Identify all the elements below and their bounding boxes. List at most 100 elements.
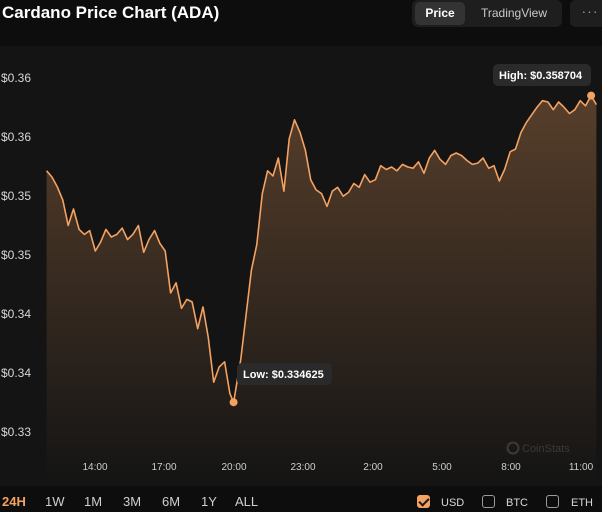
range-tab-3m[interactable]: 3M	[123, 494, 142, 509]
price-point	[482, 157, 485, 160]
price-point	[153, 229, 156, 232]
range-tab-6m[interactable]: 6M	[162, 494, 181, 509]
price-point	[401, 163, 404, 166]
tab-tradingview[interactable]: TradingView	[480, 6, 548, 20]
tab-price[interactable]: Price	[415, 2, 465, 25]
price-point	[579, 99, 582, 102]
price-point	[514, 148, 517, 151]
price-point	[261, 192, 264, 195]
price-point	[245, 313, 248, 316]
price-point	[212, 381, 215, 384]
y-tick-label: $0.36	[1, 71, 31, 85]
currency-usd[interactable]: USD	[417, 494, 467, 510]
price-point	[562, 106, 565, 109]
price-point	[277, 157, 280, 160]
price-point	[363, 173, 366, 176]
price-point	[315, 188, 318, 191]
price-point	[525, 121, 528, 124]
price-point	[299, 131, 302, 134]
price-point	[568, 112, 571, 115]
y-tick-label: $0.34	[1, 366, 31, 380]
price-chart: $0.36$0.36$0.35$0.35$0.34$0.34$0.33 14:0…	[1, 64, 598, 486]
price-point	[455, 152, 458, 155]
coinstats-logo-icon	[506, 441, 520, 455]
price-point	[202, 306, 205, 309]
price-point	[115, 233, 118, 236]
footer: 24H 1W 1M 3M 6M 1Y ALL USD BTC ETH	[0, 486, 602, 512]
price-point	[158, 242, 161, 245]
price-point	[331, 190, 334, 193]
usd-checkbox[interactable]	[417, 495, 430, 508]
price-point	[191, 300, 194, 303]
currency-btc[interactable]: BTC	[482, 494, 532, 510]
price-point	[51, 176, 54, 179]
price-point	[239, 358, 242, 361]
btc-label: BTC	[506, 497, 528, 509]
price-point	[417, 160, 420, 163]
price-point	[536, 106, 539, 109]
price-point	[121, 227, 124, 230]
more-options-button[interactable]: ···	[570, 0, 602, 27]
price-point	[99, 241, 102, 244]
watermark-text: CoinStats	[522, 443, 570, 455]
high-annotation: High: $0.358704	[493, 64, 596, 100]
low-label: Low: $0.334625	[243, 369, 324, 381]
range-tab-24h[interactable]: 24H	[2, 494, 26, 509]
price-point	[131, 233, 134, 236]
price-point	[584, 104, 587, 107]
view-toggle: Price TradingView	[412, 0, 562, 27]
price-point	[573, 108, 576, 111]
price-point	[476, 162, 479, 165]
price-point	[557, 101, 560, 104]
price-point	[126, 238, 129, 241]
price-line	[45, 94, 598, 404]
price-point	[552, 108, 555, 111]
price-point	[218, 365, 221, 368]
price-point	[45, 169, 48, 172]
price-point	[423, 172, 426, 175]
price-point	[326, 205, 329, 208]
eth-checkbox[interactable]	[546, 495, 559, 508]
price-point	[266, 169, 269, 172]
price-point	[530, 113, 533, 116]
high-label: High: $0.358704	[499, 70, 583, 82]
range-tab-1m[interactable]: 1M	[84, 494, 103, 509]
y-tick-label: $0.36	[1, 130, 31, 144]
price-point	[369, 181, 372, 184]
price-point	[395, 169, 398, 172]
price-point	[390, 166, 393, 169]
price-point	[379, 164, 382, 167]
currency-eth[interactable]: ETH	[546, 494, 596, 510]
price-point	[503, 168, 506, 171]
btc-checkbox[interactable]	[482, 495, 495, 508]
high-marker	[587, 91, 596, 100]
price-point	[309, 178, 312, 181]
y-tick-label: $0.35	[1, 189, 31, 203]
header: Cardano Price Chart (ADA) Price TradingV…	[0, 0, 602, 46]
y-tick-label: $0.35	[1, 248, 31, 262]
price-point	[67, 224, 70, 227]
price-point	[304, 149, 307, 152]
y-tick-label: $0.33	[1, 425, 31, 439]
price-point	[449, 154, 452, 157]
price-point	[352, 182, 355, 185]
price-point	[439, 158, 442, 161]
price-point	[88, 229, 91, 232]
low-annotation: Low: $0.334625	[229, 363, 332, 407]
price-point	[164, 250, 167, 253]
price-point	[169, 292, 172, 295]
price-point	[471, 163, 474, 166]
range-tab-all[interactable]: ALL	[235, 494, 259, 509]
price-point	[207, 336, 210, 339]
price-point	[142, 251, 145, 254]
range-tab-1y[interactable]: 1Y	[201, 494, 217, 509]
price-point	[487, 167, 490, 170]
price-area	[46, 95, 597, 486]
range-tab-1w[interactable]: 1W	[45, 494, 65, 509]
price-point	[175, 281, 178, 284]
price-point	[509, 150, 512, 153]
watermark: CoinStats	[506, 441, 570, 455]
price-point	[406, 166, 409, 169]
price-point	[412, 167, 415, 170]
y-tick-label: $0.34	[1, 307, 31, 321]
